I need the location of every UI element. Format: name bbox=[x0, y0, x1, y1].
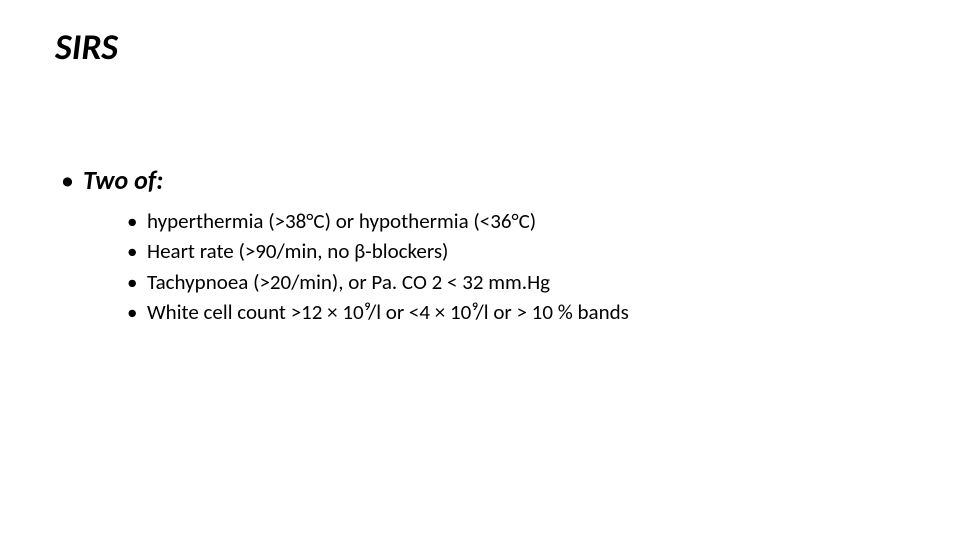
list-heading: Two of: hyperthermia (>38°C) or hypother… bbox=[61, 164, 905, 328]
list-item: Heart rate (>90/min, no β-blockers) bbox=[127, 236, 905, 266]
criteria-list: hyperthermia (>38°C) or hypothermia (<36… bbox=[83, 206, 905, 328]
main-list: Two of: hyperthermia (>38°C) or hypother… bbox=[55, 164, 905, 328]
heading-text: Two of: bbox=[83, 164, 163, 196]
list-item: White cell count >12 × 10⁹/l or <4 × 10⁹… bbox=[127, 297, 905, 327]
list-item: Tachypnoea (>20/min), or Pa. CO 2 < 32 m… bbox=[127, 267, 905, 297]
slide-title: SIRS bbox=[55, 25, 905, 69]
list-item: hyperthermia (>38°C) or hypothermia (<36… bbox=[127, 206, 905, 236]
